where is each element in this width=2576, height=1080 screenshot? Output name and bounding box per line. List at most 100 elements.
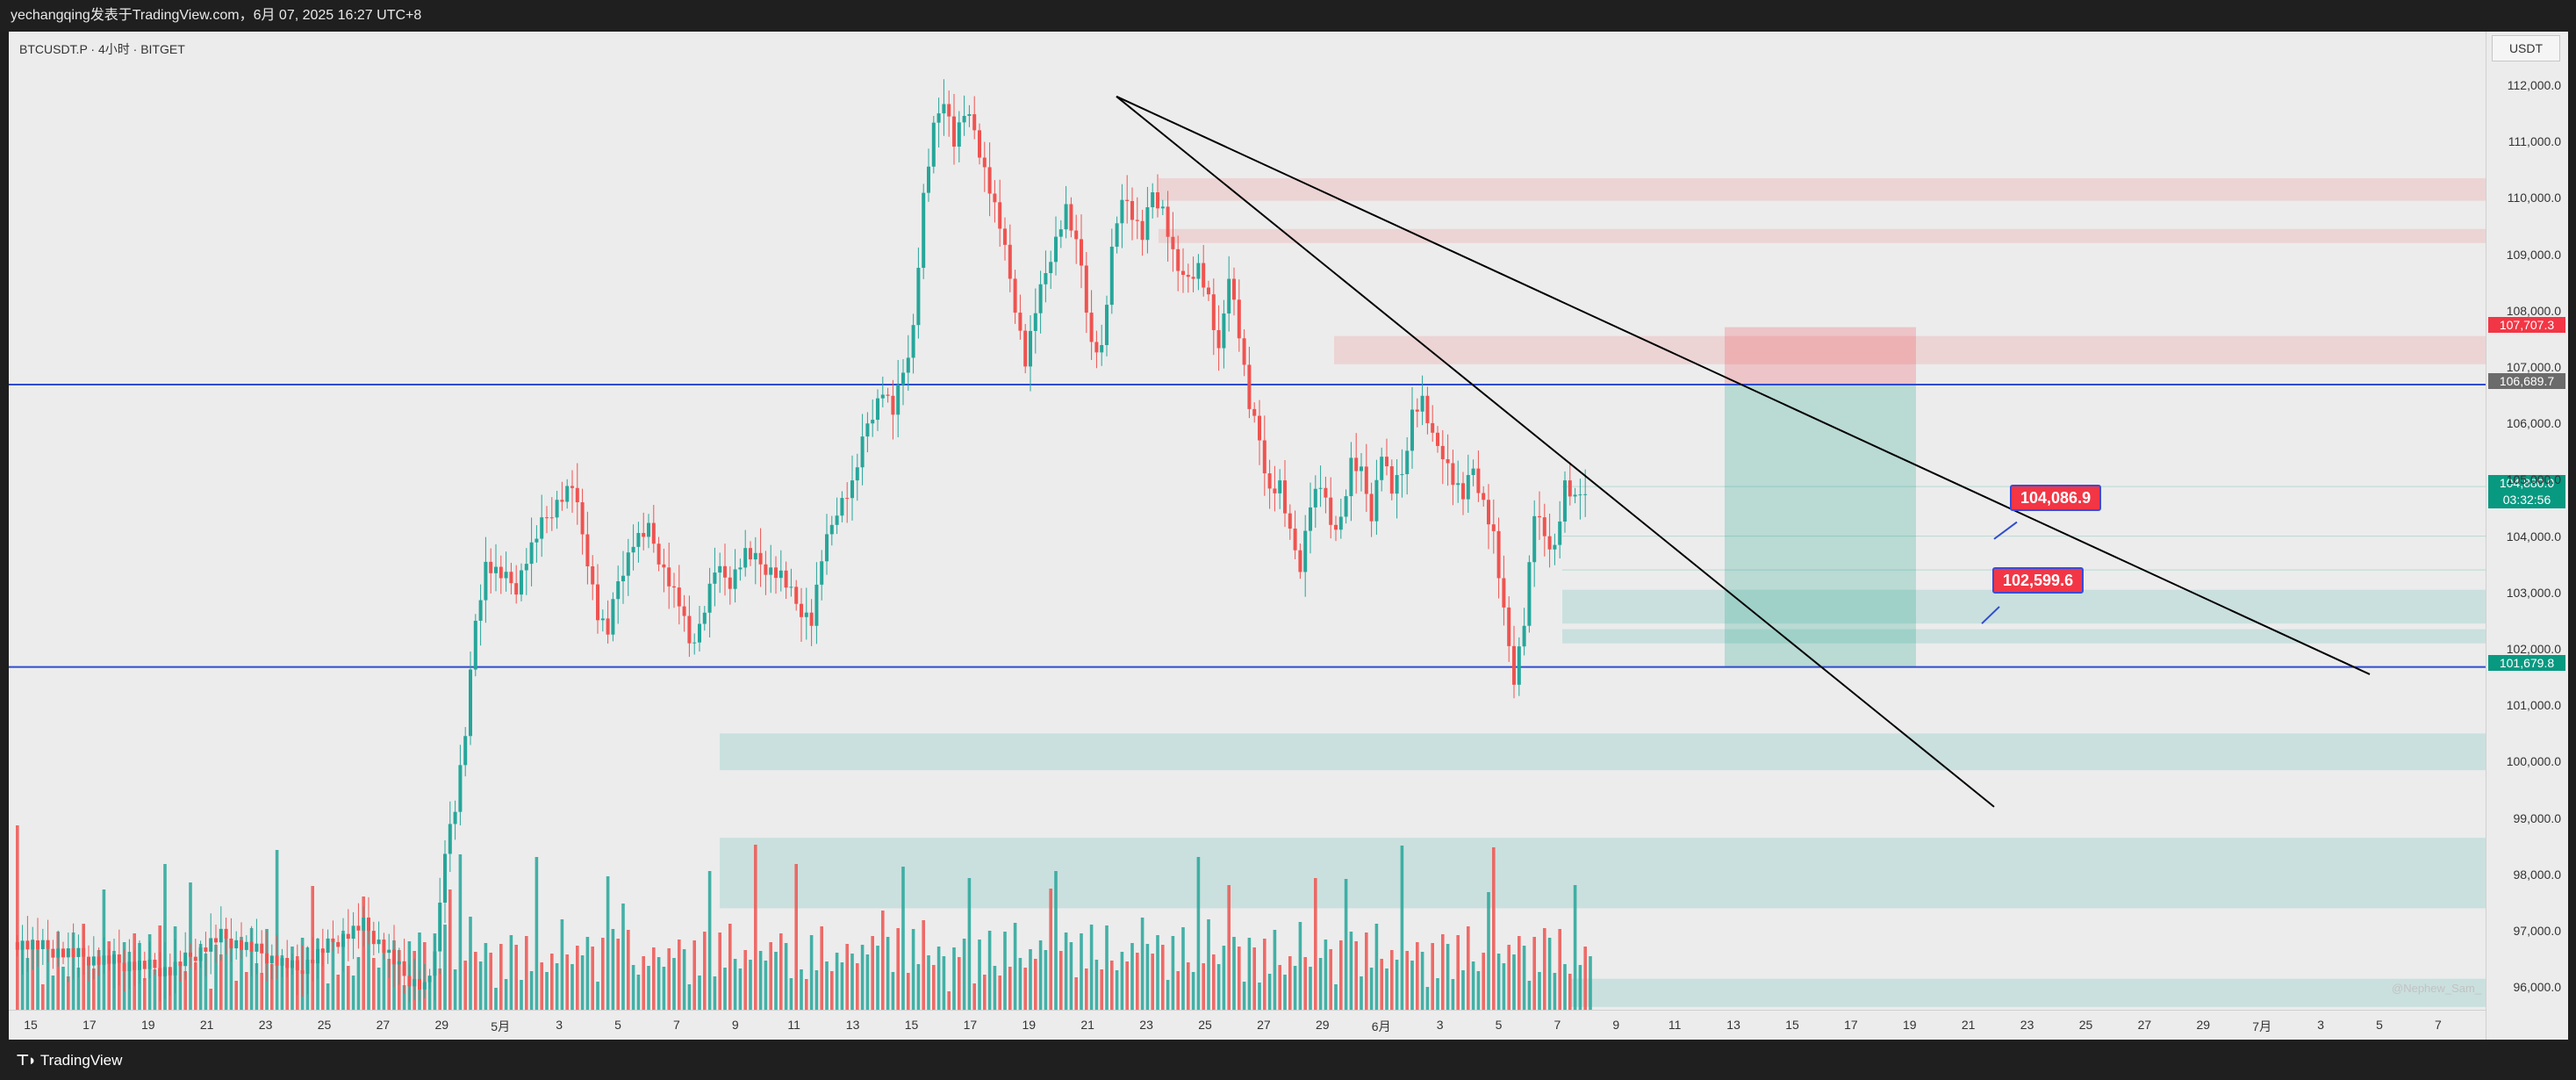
price-tick: 106,000.0 [2506, 416, 2561, 431]
volume-bar [240, 937, 243, 1010]
candle-body [1360, 466, 1363, 472]
candle-body [76, 947, 81, 957]
price-chart[interactable] [9, 32, 2486, 1010]
volume-bar [41, 984, 45, 1010]
volume-bar [692, 940, 696, 1010]
candle-body [1502, 578, 1506, 608]
volume-bar [738, 968, 743, 1010]
candle-body [269, 955, 274, 964]
volume-bar [194, 962, 197, 1010]
volume-bar [962, 939, 966, 1010]
candle-body [473, 620, 477, 670]
candle-body [698, 623, 701, 643]
candle-body [1018, 313, 1023, 331]
volume-bar [36, 949, 39, 1010]
candle-body [774, 567, 778, 579]
volume-bar [1558, 929, 1561, 1010]
candle-body [320, 948, 325, 954]
candle-body [718, 565, 722, 573]
candle-body [224, 928, 228, 939]
candle-body [580, 502, 585, 535]
candle-body [794, 587, 799, 604]
time-tick: 5 [614, 1018, 621, 1032]
volume-bar [489, 953, 492, 1010]
volume-bar [972, 983, 976, 1010]
candle-body [1415, 409, 1419, 412]
volume-bar [1324, 940, 1328, 1010]
volume-bar [285, 965, 289, 1010]
price-tick: 105,000.0 [2506, 472, 2561, 487]
candle-body [469, 669, 472, 737]
volume-bar [1003, 932, 1007, 1010]
volume-bar [504, 979, 508, 1010]
candle-body [993, 193, 997, 203]
price-callout-2[interactable]: 102,599.6 [1992, 567, 2084, 594]
candle-body [804, 612, 808, 617]
volume-bar [1436, 978, 1439, 1010]
volume-bar [1258, 983, 1261, 1010]
volume-bar [687, 984, 692, 1010]
volume-bar [484, 943, 488, 1010]
candle-body [280, 958, 284, 966]
candle-body [138, 961, 141, 970]
volume-bar [947, 991, 951, 1010]
candle-body [524, 564, 528, 571]
candle-body [606, 618, 610, 635]
volume-bar [1532, 937, 1536, 1010]
volume-bar [1456, 935, 1460, 1010]
candle-body [1507, 607, 1511, 646]
volume-bar [463, 961, 467, 1010]
candle-body [1558, 521, 1562, 545]
volume-bar [652, 947, 656, 1010]
volume-bar [1136, 953, 1139, 1010]
candle-body [107, 955, 111, 964]
candle-body [1482, 493, 1486, 500]
volume-bar [520, 980, 523, 1010]
volume-bar [16, 825, 19, 1010]
candle-body [600, 618, 605, 621]
symbol-label[interactable]: BTCUSDT.P · 4小时 · BITGET [19, 42, 185, 56]
currency-unit-button[interactable]: USDT [2492, 35, 2560, 61]
price-callout-1[interactable]: 104,086.9 [2010, 485, 2102, 511]
candle-body [1044, 273, 1048, 284]
volume-bar [1293, 966, 1297, 1010]
volume-bar [1502, 963, 1506, 1010]
time-axis[interactable]: 15 17 19 21 23 25 27 29 5月 3 5 7 9 11 13 15 17 19 21 23 25 27… [9, 1010, 2486, 1040]
time-tick: 15 [904, 1018, 919, 1032]
price-axis[interactable]: USDT 107,707.3 106,689.7 104,880.0 03:32… [2486, 32, 2568, 1040]
tradingview-logo[interactable]: ⊤◗ TradingView [16, 1052, 122, 1069]
volume-bar [219, 954, 223, 1010]
supply-zone [1159, 177, 2486, 201]
chart-plot[interactable]: BTCUSDT.P · 4小时 · BITGET @Nephew_Sam_ 10… [9, 32, 2486, 1040]
volume-bar [1049, 889, 1052, 1010]
candle-body [1512, 645, 1516, 685]
candle-body [1334, 524, 1338, 530]
candle-body [1364, 466, 1368, 494]
candle-body [1395, 474, 1399, 494]
volume-bar [1314, 878, 1317, 1010]
candle-body [1476, 468, 1481, 493]
volume-bar [958, 957, 961, 1010]
candle-body [291, 960, 294, 968]
volume-bar [800, 969, 803, 1010]
volume-bar [1578, 965, 1582, 1010]
time-tick: 13 [845, 1018, 860, 1032]
time-tick: 19 [1022, 1018, 1037, 1032]
volume-bar [1380, 959, 1383, 1010]
volume-bar [657, 957, 661, 1010]
candle-body [316, 948, 319, 964]
candle-body [341, 933, 345, 947]
time-tick: 15 [1785, 1018, 1799, 1032]
volume-bar [1151, 954, 1154, 1010]
volume-bar [779, 933, 783, 1010]
candle-body [1318, 487, 1323, 489]
volume-bar [942, 956, 946, 1010]
candle-body [880, 394, 885, 399]
candle-body [596, 584, 599, 621]
volume-bar [1339, 940, 1343, 1010]
volume-bar [1080, 933, 1083, 1010]
candle-body [178, 961, 183, 967]
candle-body [1547, 536, 1552, 550]
volume-bar [865, 954, 870, 1010]
volume-bar [901, 867, 905, 1010]
